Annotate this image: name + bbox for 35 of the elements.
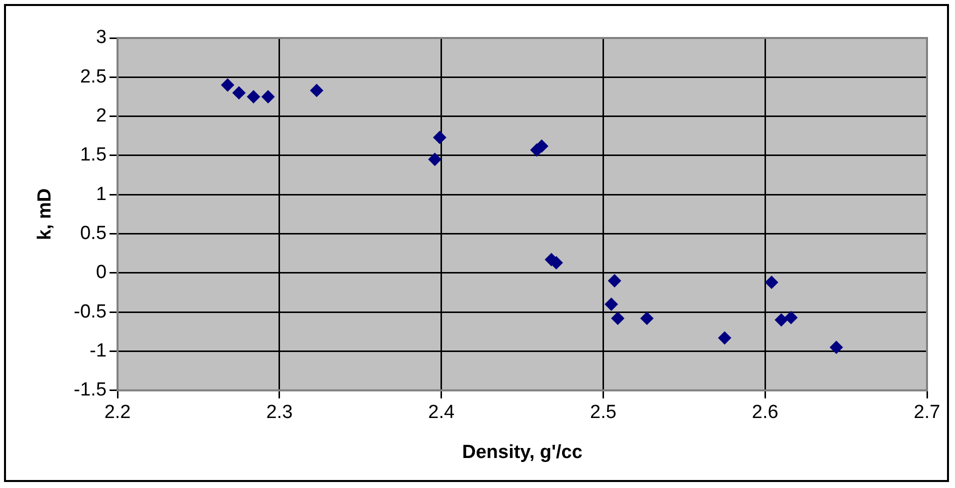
point [262,90,275,104]
point [433,130,446,144]
y-axis-title: k, mD [34,188,56,240]
x-tick-label: 2.5 [590,402,616,424]
y-tick-label: 1.5 [80,144,107,166]
x-tick-label: 2.3 [266,402,293,424]
point [221,78,234,92]
y-tick-label: 2 [96,106,107,127]
x-tick-label: 2.7 [914,402,940,424]
y-tick-label: -1.5 [74,380,107,401]
point [774,313,788,326]
point [247,90,260,104]
x-tick-label: 2.2 [104,402,131,424]
point [830,340,843,354]
x-axis-title: Density, g'/cc [462,442,583,463]
y-tick-label: 2.5 [80,66,107,88]
y-tick-label: 1 [96,184,107,205]
point [232,86,246,100]
point [640,312,654,325]
y-tick-label: -1 [90,340,107,362]
point [604,298,618,311]
y-tick-label: -0.5 [74,301,107,322]
point [535,140,548,153]
point [310,84,324,97]
point [784,311,798,324]
point [608,274,622,288]
x-tick-label: 2.6 [752,402,778,424]
x-tick-label: 2.4 [428,402,455,424]
y-tick-label: 0 [96,262,107,284]
y-tick-label: 0.5 [80,223,107,244]
point [611,312,624,325]
point [765,276,778,289]
point [428,152,442,166]
y-tick-label: 3 [96,27,107,48]
point [718,331,732,344]
